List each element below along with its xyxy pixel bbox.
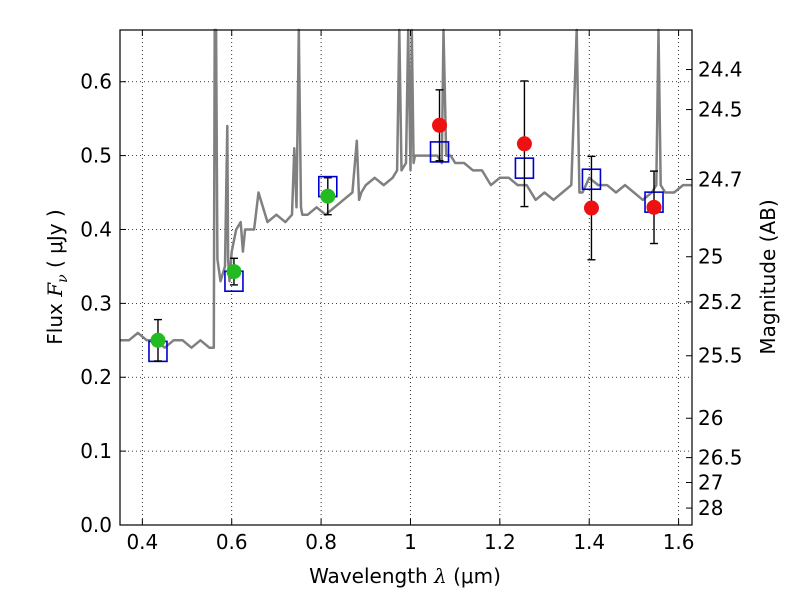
x-tick-label: 0.8 (305, 530, 337, 554)
observed-flux-point (516, 136, 532, 152)
model-spectrum (120, 28, 692, 349)
right-tick-label: 26.5 (698, 446, 743, 470)
right-tick-label: 26 (698, 406, 723, 430)
right-tick-label: 27 (698, 471, 723, 495)
spectrum-line (120, 28, 692, 349)
x-axis-ticks: 0.4 0.6 0.8 1 1.2 1.4 1.6 (126, 30, 695, 554)
right-tick-label: 25.5 (698, 344, 743, 368)
x-tick-label: 1.2 (484, 530, 516, 554)
x-tick-label: 0.4 (126, 530, 158, 554)
right-tick-label: 24.7 (698, 167, 743, 191)
y-axis-label: Flux Fν ( μJy ) (43, 209, 71, 344)
observed-flux-point (432, 117, 448, 133)
right-tick-label: 25.2 (698, 290, 743, 314)
y-tick-label: 0.0 (80, 513, 112, 537)
y-tick-label: 0.4 (80, 217, 112, 241)
y-tick-label: 0.5 (80, 144, 112, 168)
right-tick-label: 24.4 (698, 58, 743, 82)
observed-flux-point (226, 264, 242, 280)
observed-flux-point (150, 332, 166, 348)
right-tick-label: 25 (698, 245, 723, 269)
y-axis-ticks: 0.0 0.1 0.2 0.3 0.4 0.5 0.6 (80, 70, 126, 537)
y-tick-label: 0.1 (80, 439, 112, 463)
right-tick-label: 28 (698, 496, 723, 520)
x-tick-label: 1 (404, 530, 417, 554)
x-tick-label: 0.6 (216, 530, 248, 554)
x-axis-label: Wavelength λ (μm) (309, 564, 501, 588)
data-markers (148, 80, 664, 363)
observed-flux-point (583, 200, 599, 216)
y-tick-label: 0.2 (80, 365, 112, 389)
y-tick-label: 0.6 (80, 70, 112, 94)
x-tick-label: 1.4 (573, 530, 605, 554)
y-tick-label: 0.3 (80, 291, 112, 315)
plot-frame (119, 29, 693, 526)
observed-flux-point (646, 199, 662, 215)
right-axis-label: Magnitude (AB) (756, 199, 780, 354)
x-tick-label: 1.6 (663, 530, 695, 554)
observed-flux-point (320, 188, 336, 204)
right-tick-label: 24.5 (698, 98, 743, 122)
